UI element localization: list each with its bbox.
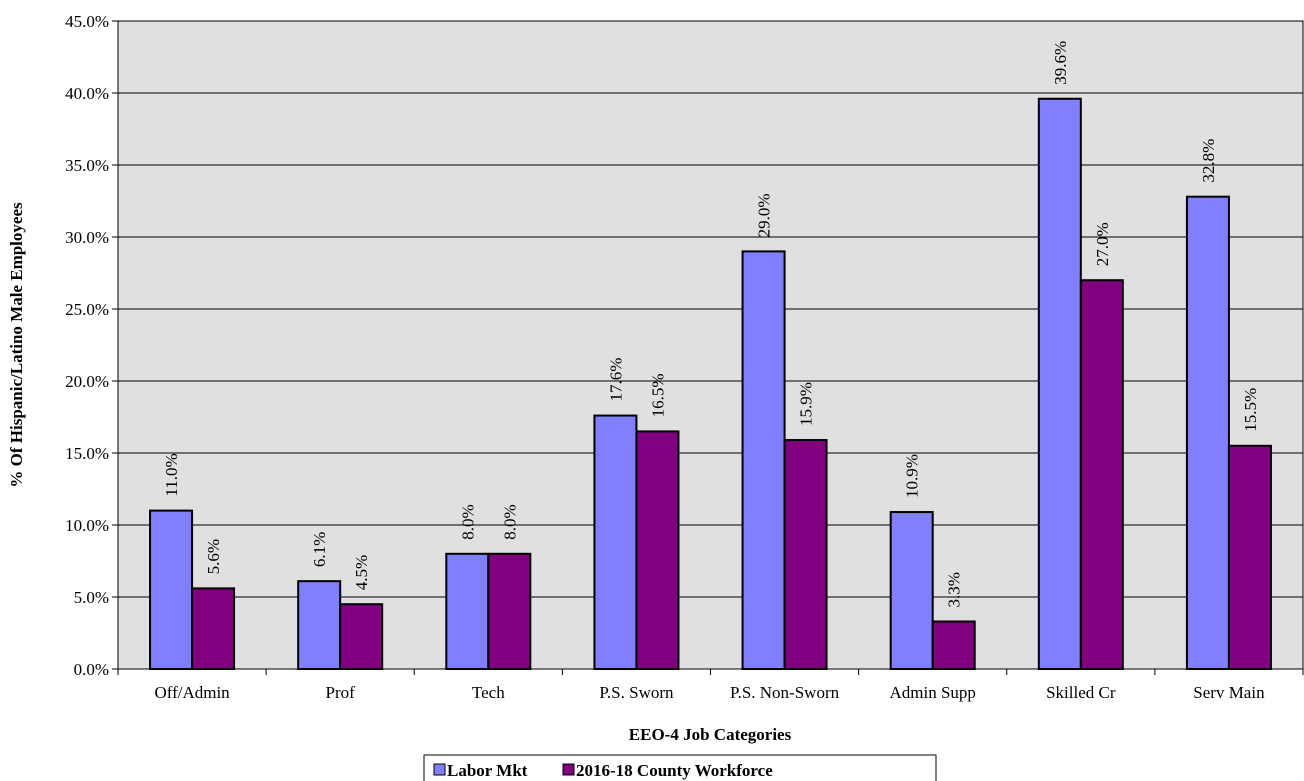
- x-tick-label: P.S. Non-Sworn: [730, 683, 840, 702]
- data-label: 10.9%: [903, 454, 922, 498]
- legend-swatch-county-workforce: [562, 763, 575, 776]
- bar: [191, 587, 236, 670]
- data-label: 32.8%: [1199, 139, 1218, 183]
- gridlines: [118, 92, 1303, 598]
- y-tick-label: 25.0%: [65, 300, 109, 319]
- y-tick-label: 20.0%: [65, 372, 109, 391]
- bar: [1079, 279, 1124, 670]
- x-tick-label: Admin Supp: [889, 683, 975, 702]
- bar: [783, 439, 828, 671]
- data-label: 15.5%: [1241, 388, 1260, 432]
- bar: [1185, 195, 1230, 670]
- y-tick-label: 15.0%: [65, 444, 109, 463]
- bar: [593, 414, 638, 670]
- y-tick-label: 5.0%: [74, 588, 109, 607]
- data-label: 17.6%: [606, 358, 625, 402]
- x-tick-label: Prof: [326, 683, 356, 702]
- data-label: 29.0%: [755, 193, 774, 237]
- data-label: 6.1%: [310, 532, 329, 567]
- y-tick-label: 35.0%: [65, 156, 109, 175]
- legend-box: [423, 754, 937, 781]
- bar: [149, 509, 194, 670]
- y-axis-title: % Of Hispanic/Latino Male Employees: [7, 202, 26, 488]
- bar: [487, 552, 532, 670]
- bar: [635, 430, 680, 670]
- y-tick-label: 10.0%: [65, 516, 109, 535]
- data-label: 3.3%: [945, 572, 964, 607]
- x-tick-label: Tech: [472, 683, 505, 702]
- legend-label-county-workforce: 2016-18 County Workforce: [576, 761, 773, 780]
- data-label: 16.5%: [648, 373, 667, 417]
- bar: [1227, 444, 1272, 670]
- x-tick-label: Skilled Cr: [1046, 683, 1116, 702]
- data-label: 27.0%: [1093, 222, 1112, 266]
- y-tick-label: 30.0%: [65, 228, 109, 247]
- data-label: 15.9%: [797, 382, 816, 426]
- y-tick-label: 0.0%: [74, 660, 109, 679]
- bar: [445, 552, 490, 670]
- data-label: 8.0%: [458, 504, 477, 539]
- bar: [339, 603, 384, 671]
- y-axis: 0.0% 5.0% 10.0% 15.0% 20.0% 25.0% 30.0% 35.0% 40…: [65, 12, 118, 679]
- x-axis-title: EEO-4 Job Categories: [629, 725, 792, 744]
- legend-swatch-labor-mkt: [433, 763, 446, 776]
- x-tick-label: Serv Main: [1193, 683, 1265, 702]
- bar: [1037, 97, 1082, 670]
- bar: [297, 580, 342, 670]
- bar: [931, 620, 976, 670]
- legend: Labor Mkt 2016-18 County Workforce: [423, 754, 937, 781]
- data-label: 39.6%: [1051, 41, 1070, 85]
- y-tick-label: 40.0%: [65, 84, 109, 103]
- x-tick-label: Off/Admin: [154, 683, 230, 702]
- x-axis: Off/Admin Prof Tech P.S. Sworn P.S. Non-Swor…: [117, 669, 1304, 702]
- legend-label-labor-mkt: Labor Mkt: [447, 761, 528, 780]
- plot-area: [117, 20, 1304, 670]
- y-tick-label: 45.0%: [65, 12, 109, 31]
- x-tick-label: P.S. Sworn: [599, 683, 674, 702]
- data-labels: 11.0% 5.6% 6.1% 4.5% 8.0% 8.0% 17.6% 16.5% 29.0%…: [162, 41, 1260, 608]
- bar: [741, 250, 786, 670]
- bar: [889, 511, 934, 670]
- data-label: 11.0%: [162, 453, 181, 496]
- data-label: 4.5%: [352, 555, 371, 590]
- data-label: 5.6%: [204, 539, 223, 574]
- bars: [149, 97, 1272, 671]
- data-label: 8.0%: [500, 504, 519, 539]
